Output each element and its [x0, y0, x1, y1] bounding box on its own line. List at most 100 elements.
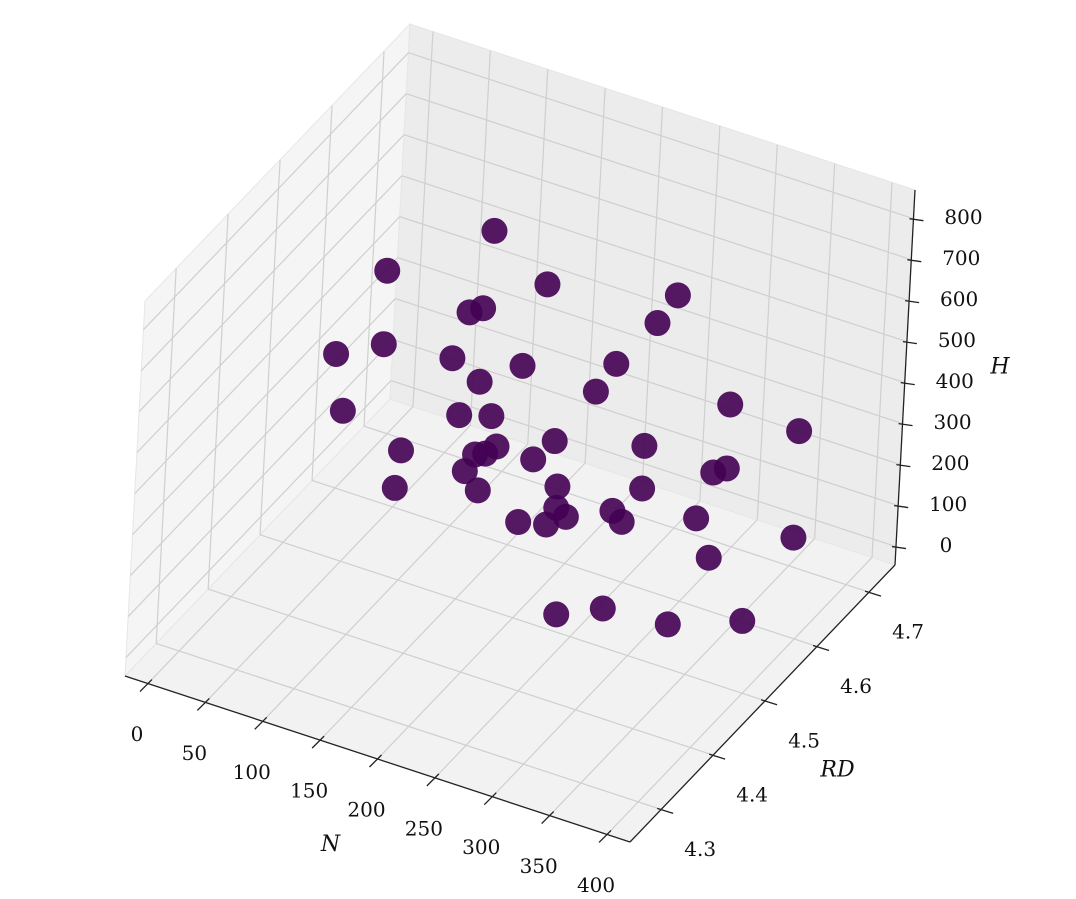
- data-point: [654, 611, 681, 638]
- x-tick-label: 100: [233, 760, 271, 784]
- x-tick: [369, 754, 382, 768]
- grid-line: [871, 182, 893, 558]
- grid-line: [399, 216, 905, 384]
- data-point: [323, 340, 350, 367]
- grid-line: [207, 588, 714, 756]
- grid-line: [397, 257, 903, 425]
- y-axis-label: RD: [819, 758, 855, 783]
- grid-line: [129, 298, 396, 577]
- grid-line: [412, 31, 434, 407]
- y-tick-label: 4.6: [840, 674, 872, 698]
- data-point: [533, 511, 560, 538]
- grid-line: [132, 257, 398, 536]
- grid-line: [204, 424, 471, 703]
- grid-line: [125, 380, 392, 658]
- data-point: [599, 497, 626, 524]
- grid-line: [207, 214, 229, 590]
- data-point: [472, 440, 499, 467]
- grid-line: [140, 93, 407, 372]
- data-point: [729, 607, 756, 634]
- y-tick: [760, 699, 778, 706]
- data-point: [388, 437, 415, 464]
- data-point: [466, 368, 493, 395]
- x-tick: [254, 716, 268, 730]
- z-tick-label: 400: [936, 369, 974, 393]
- x-tick-label: 400: [577, 873, 615, 897]
- z-tick: [896, 463, 911, 468]
- data-point: [446, 402, 473, 429]
- z-tick-label: 500: [938, 328, 976, 352]
- data-point: [381, 474, 408, 501]
- z-tick: [891, 545, 907, 550]
- data-point: [509, 352, 536, 379]
- grid-line: [549, 538, 816, 817]
- data-point: [582, 378, 609, 405]
- x-tick: [541, 811, 555, 825]
- y-tick-label: 4.7: [892, 620, 924, 644]
- z-tick-label: 800: [944, 205, 982, 229]
- grid-line: [814, 163, 836, 539]
- data-point: [481, 217, 508, 244]
- z-tick-label: 100: [929, 492, 967, 516]
- data-point: [717, 391, 744, 418]
- data-point: [505, 509, 532, 536]
- z-tick-label: 0: [940, 533, 953, 557]
- grid-line: [606, 557, 873, 835]
- x-tick: [139, 679, 153, 693]
- grid-line: [756, 144, 778, 520]
- data-point: [520, 446, 547, 473]
- axis-line: [894, 189, 916, 566]
- x-tick: [311, 735, 325, 749]
- x-tick-label: 250: [405, 816, 443, 840]
- z-tick: [907, 259, 922, 263]
- z-tick: [898, 422, 913, 427]
- z-tick: [902, 340, 918, 345]
- x-tick-label: 200: [347, 798, 385, 822]
- x-axis-label: N: [320, 832, 341, 857]
- x-tick-label: 350: [520, 854, 558, 878]
- data-point: [374, 257, 401, 284]
- data-point: [629, 475, 656, 502]
- x-tick-label: 0: [131, 722, 144, 746]
- data-point: [644, 310, 671, 337]
- grid-line: [138, 134, 405, 413]
- data-point: [543, 601, 570, 628]
- data-point: [439, 345, 466, 372]
- axis-line: [629, 564, 896, 843]
- data-point: [589, 595, 616, 622]
- grid-line: [390, 379, 897, 548]
- grid-line: [641, 106, 664, 483]
- x-tick: [426, 773, 440, 787]
- data-point: [683, 505, 710, 532]
- z-tick: [909, 218, 924, 222]
- z-tick: [900, 381, 915, 386]
- data-point: [541, 428, 568, 455]
- grid-line: [155, 642, 662, 810]
- grid-line: [259, 159, 281, 535]
- grid-line: [363, 51, 385, 427]
- z-tick-label: 700: [942, 246, 980, 270]
- data-point: [780, 524, 807, 551]
- data-point: [713, 455, 740, 482]
- y-tick: [864, 590, 882, 597]
- z-axis-label: H: [989, 355, 1010, 380]
- z-tick-label: 300: [933, 410, 971, 434]
- grid-line: [434, 500, 701, 779]
- x-tick-label: 150: [290, 779, 328, 803]
- x-tick: [598, 829, 612, 843]
- x-tick-label: 300: [462, 835, 500, 859]
- data-point: [329, 397, 356, 424]
- data-point: [552, 503, 579, 530]
- grid-line: [469, 50, 491, 426]
- grid-line: [134, 216, 401, 495]
- data-point: [451, 458, 478, 485]
- y-tick-label: 4.5: [788, 728, 820, 752]
- data-point: [478, 403, 505, 430]
- grid-line: [392, 339, 899, 507]
- data-point: [695, 544, 722, 571]
- grid-line: [127, 339, 394, 617]
- grid-line: [147, 406, 414, 684]
- grid-line: [311, 105, 333, 481]
